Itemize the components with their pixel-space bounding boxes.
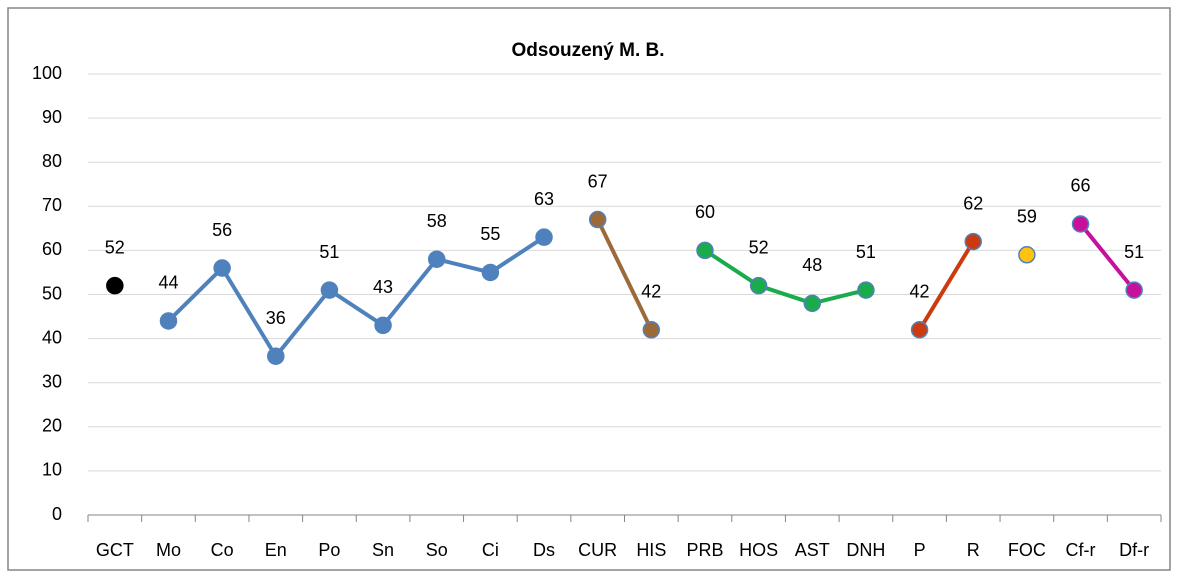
y-tick-label: 20 — [42, 416, 62, 436]
x-tick-label: PRB — [686, 540, 723, 560]
y-tick-label: 40 — [42, 327, 62, 347]
series-line — [703, 248, 867, 306]
data-label: 42 — [641, 282, 661, 302]
point — [481, 263, 500, 282]
data-label: 42 — [910, 282, 930, 302]
y-tick-label: 10 — [42, 460, 62, 480]
point — [1018, 246, 1036, 264]
x-tick-label: GCT — [96, 540, 134, 560]
y-tick-label: 30 — [42, 371, 62, 391]
series-line — [595, 218, 654, 331]
data-label: 44 — [158, 273, 178, 293]
point — [1125, 281, 1143, 299]
point — [910, 321, 929, 339]
data-label: 62 — [963, 193, 983, 213]
point — [964, 232, 982, 251]
y-tick-label: 60 — [42, 239, 62, 259]
data-label: 56 — [212, 220, 232, 240]
x-tick-label: Po — [318, 540, 340, 560]
x-tick-label: FOC — [1008, 540, 1046, 560]
series-line — [167, 235, 546, 359]
data-label: 36 — [266, 308, 286, 328]
point — [535, 228, 553, 246]
data-label: 48 — [802, 255, 822, 275]
data-label: 51 — [319, 242, 339, 262]
x-tick-label: R — [967, 540, 980, 560]
x-tick-label: AST — [795, 540, 830, 560]
chart-title: Odsouzený M. B. — [511, 40, 664, 61]
point — [106, 276, 124, 295]
data-label: 51 — [856, 242, 876, 262]
x-tick-label: Cf-r — [1066, 540, 1096, 560]
chart-border — [7, 7, 1171, 571]
y-tick-label: 50 — [42, 283, 62, 303]
data-label: 58 — [427, 211, 447, 231]
data-label: 52 — [105, 237, 125, 257]
y-tick-label: 70 — [42, 195, 62, 215]
point — [642, 321, 661, 339]
x-tick-label: HIS — [636, 540, 666, 560]
x-tick-label: So — [426, 540, 448, 560]
data-label: 59 — [1017, 207, 1037, 227]
point — [267, 347, 285, 365]
data-label: 43 — [373, 277, 393, 297]
x-tick-label: Ds — [533, 540, 555, 560]
data-label: 60 — [695, 202, 715, 222]
point — [213, 259, 231, 277]
point — [427, 250, 446, 268]
x-tick-label: P — [914, 540, 926, 560]
data-label: 67 — [588, 171, 608, 191]
data-label: 63 — [534, 189, 554, 209]
series-line — [1078, 222, 1136, 292]
x-tick-label: En — [265, 540, 287, 560]
y-tick-label: 80 — [42, 151, 62, 171]
point — [803, 294, 822, 313]
point — [857, 281, 875, 299]
point — [588, 210, 607, 229]
point — [374, 316, 392, 335]
x-tick-label: Sn — [372, 540, 394, 560]
data-label: 52 — [749, 237, 769, 257]
point — [749, 276, 768, 295]
data-label: 66 — [1071, 176, 1091, 196]
point — [320, 281, 339, 299]
point — [696, 241, 714, 260]
x-tick-label: Co — [211, 540, 234, 560]
x-tick-label: Df-r — [1119, 540, 1149, 560]
y-tick-label: 90 — [42, 107, 62, 127]
data-label: 51 — [1124, 242, 1144, 262]
x-tick-label: Ci — [482, 540, 499, 560]
series-line — [917, 240, 975, 331]
x-tick-label: Mo — [156, 540, 181, 560]
point — [159, 312, 178, 330]
x-tick-label: DNH — [846, 540, 885, 560]
y-tick-label: 100 — [32, 63, 62, 83]
x-tick-label: CUR — [578, 540, 617, 560]
data-label: 55 — [480, 224, 500, 244]
point — [1071, 215, 1090, 233]
y-tick-label: 0 — [52, 504, 62, 524]
x-tick-label: HOS — [739, 540, 778, 560]
